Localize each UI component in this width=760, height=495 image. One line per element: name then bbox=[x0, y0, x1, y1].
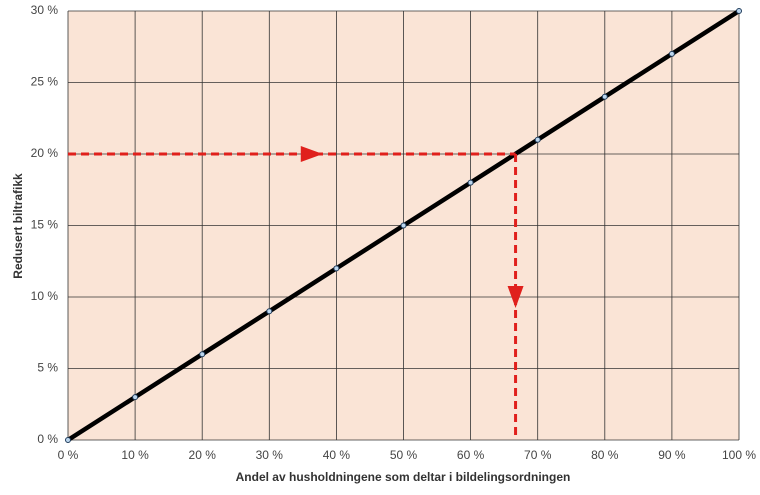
arrow-head bbox=[507, 286, 524, 308]
x-tick-label: 40 % bbox=[323, 448, 351, 462]
data-point bbox=[266, 308, 273, 315]
data-point bbox=[333, 265, 340, 272]
arrow-head bbox=[300, 146, 323, 162]
y-tick-label: 10 % bbox=[31, 289, 59, 303]
y-tick-label: 0 % bbox=[37, 432, 58, 446]
x-axis-title: Andel av husholdningene som deltar i bil… bbox=[236, 470, 571, 484]
data-point bbox=[601, 93, 608, 100]
data-point bbox=[736, 8, 742, 14]
y-tick-label: 25 % bbox=[31, 75, 59, 89]
data-point bbox=[534, 136, 541, 143]
data-point bbox=[467, 179, 474, 186]
x-tick-label: 30 % bbox=[256, 448, 284, 462]
x-tick-label: 100 % bbox=[722, 448, 756, 462]
data-point bbox=[132, 394, 139, 401]
y-tick-label: 15 % bbox=[31, 218, 59, 232]
y-tick-label: 20 % bbox=[31, 146, 59, 160]
x-tick-label: 90 % bbox=[658, 448, 686, 462]
data-point bbox=[199, 351, 206, 358]
x-tick-label: 50 % bbox=[390, 448, 418, 462]
data-point bbox=[65, 437, 71, 443]
x-tick-label: 60 % bbox=[457, 448, 485, 462]
data-point bbox=[668, 50, 675, 57]
x-tick-label: 10 % bbox=[121, 448, 149, 462]
y-axis-title: Redusert biltrafikk bbox=[11, 173, 25, 279]
x-tick-label: 0 % bbox=[58, 448, 79, 462]
y-tick-label: 5 % bbox=[37, 361, 58, 375]
x-tick-label: 70 % bbox=[524, 448, 552, 462]
x-tick-label: 80 % bbox=[591, 448, 619, 462]
x-tick-label: 20 % bbox=[189, 448, 217, 462]
data-point bbox=[400, 222, 407, 229]
y-tick-label: 30 % bbox=[31, 3, 59, 17]
